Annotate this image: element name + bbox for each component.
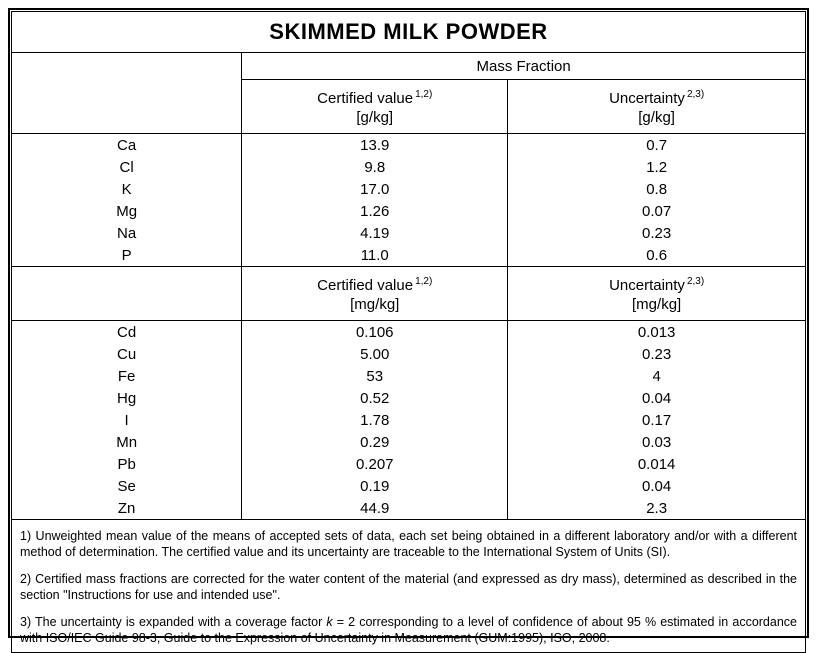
certified-values-table: SKIMMED MILK POWDER Mass Fraction Certif… (11, 11, 806, 653)
footnote-1: 1) Unweighted mean value of the means of… (20, 529, 797, 559)
certified-value: 11.0 (241, 244, 509, 267)
certified-value: 4.19 (241, 222, 509, 244)
element-symbol: Pb (11, 453, 243, 475)
certified-value: 1.26 (241, 200, 509, 222)
table-row: I 1.78 0.17 (11, 409, 806, 431)
certified-value: 0.52 (241, 387, 509, 409)
certified-value-footnote-refs: 1,2) (415, 276, 433, 287)
uncertainty-value: 0.6 (507, 244, 806, 267)
uncertainty-value: 0.8 (646, 180, 668, 198)
table-row: Ca 13.9 0.7 (11, 133, 806, 156)
table-row: K 17.0 0.8 (11, 178, 806, 200)
uncertainty-value: 0.23 (642, 224, 672, 242)
table-row: Pb 0.207 0.014 (11, 453, 806, 475)
uncertainty-value: 0.04 (642, 477, 672, 495)
element-symbol: Zn (11, 497, 243, 520)
table-row: Mg 1.26 0.07 (11, 200, 806, 222)
certified-value-footnote-refs: 1,2) (415, 89, 433, 100)
footnote-3: 3) The uncertainty is expanded with a co… (20, 614, 797, 646)
uncertainty-value: 0.03 (642, 433, 672, 451)
certified-value: 0.207 (241, 453, 509, 475)
mass-fraction-row: Mass Fraction (11, 52, 806, 134)
uncertainty-value: 0.17 (642, 411, 672, 429)
table-row: Cd 0.106 0.013 (11, 320, 806, 343)
element-symbol: Mg (11, 200, 243, 222)
coverage-factor-symbol: k (326, 615, 333, 629)
table-row: Cu 5.00 0.23 (11, 343, 806, 365)
uncertainty-unit: [mg/kg] (632, 296, 682, 313)
uncertainty-value: 0.07 (642, 202, 672, 220)
uncertainty-value: 4 (652, 367, 661, 385)
uncertainty-unit: [g/kg] (638, 109, 675, 126)
table-row: Se 0.19 0.04 (11, 475, 806, 497)
element-symbol: Cu (11, 343, 243, 365)
table-row: Zn 44.9 2.3 (11, 497, 806, 520)
certified-value: 0.29 (241, 431, 509, 453)
uncertainty-value: 0.7 (646, 136, 668, 154)
empty-header-cell (11, 266, 243, 321)
uncertainty-label: Uncertainty (609, 90, 685, 107)
uncertainty-value: 0.23 (642, 345, 672, 363)
uncertainty-value: 1.2 (646, 158, 668, 176)
element-symbol: Cl (11, 156, 243, 178)
element-symbol: I (11, 409, 243, 431)
uncertainty-gkg-header: Uncertainty 2,3) [g/kg] (507, 79, 806, 134)
element-symbol: Ca (11, 133, 243, 156)
table-row: Mn 0.29 0.03 (11, 431, 806, 453)
certified-value: 5.00 (241, 343, 509, 365)
certified-value-mgkg-header: Certified value 1,2) [mg/kg] (241, 266, 509, 321)
table-row: Na 4.19 0.23 (11, 222, 806, 244)
document-title: SKIMMED MILK POWDER (11, 11, 806, 53)
table-row: Cl 9.8 1.2 (11, 156, 806, 178)
footnote-2: 2) Certified mass fractions are correcte… (20, 572, 797, 602)
uncertainty-label: Uncertainty (609, 277, 685, 294)
uncertainty-value: 0.014 (637, 455, 676, 473)
certified-value-unit: [g/kg] (356, 109, 394, 126)
certified-value: 44.9 (241, 497, 509, 520)
certified-value: 13.9 (241, 133, 509, 156)
certified-value-label: Certified value (317, 277, 414, 294)
uncertainty-mgkg-header: Uncertainty 2,3) [mg/kg] (507, 266, 806, 321)
footnotes-section: 1) Unweighted mean value of the means of… (12, 520, 806, 653)
element-symbol: Se (11, 475, 243, 497)
certified-value: 9.8 (241, 156, 509, 178)
element-symbol: P (11, 244, 243, 267)
footnotes-row: 1) Unweighted mean value of the means of… (12, 520, 806, 653)
element-symbol: Hg (11, 387, 243, 409)
uncertainty-value: 0.04 (642, 389, 672, 407)
certified-value: 0.19 (241, 475, 509, 497)
footnote-3-text-cont: = 2 corresponding to a level of confiden… (20, 615, 797, 645)
table-row: Hg 0.52 0.04 (11, 387, 806, 409)
uncertainty-footnote-refs: 2,3) (686, 89, 705, 100)
uncertainty-footnote-refs: 2,3) (686, 276, 705, 287)
certified-value-unit: [mg/kg] (350, 296, 400, 313)
element-symbol: Fe (11, 365, 243, 387)
table-row: Fe 53 4 (11, 365, 806, 387)
title-row: SKIMMED MILK POWDER (11, 11, 806, 53)
certified-value: 1.78 (241, 409, 509, 431)
footnote-3-text: 3) The uncertainty is expanded with a co… (20, 615, 327, 629)
table-row: P 11.0 0.6 (11, 244, 806, 267)
empty-header-cell (11, 52, 243, 134)
certified-value: 53 (241, 365, 509, 387)
certified-value: 17.0 (241, 178, 509, 200)
table-frame: SKIMMED MILK POWDER Mass Fraction Certif… (8, 8, 809, 653)
element-symbol: K (11, 178, 243, 200)
mass-fraction-header: Mass Fraction (241, 52, 806, 80)
certified-value-gkg-header: Certified value 1,2) [g/kg] (241, 79, 509, 134)
uncertainty-value: 0.013 (637, 323, 676, 341)
element-symbol: Cd (11, 320, 243, 343)
element-symbol: Na (11, 222, 243, 244)
certified-value: 0.106 (241, 320, 509, 343)
element-symbol: Mn (11, 431, 243, 453)
certified-value-label: Certified value (317, 90, 414, 107)
uncertainty-value: 2.3 (507, 497, 806, 520)
subheader-row-mgkg: Certified value 1,2) [mg/kg] Uncertainty 2… (11, 266, 806, 321)
subheader-row-gkg: Certified value 1,2) [g/kg] Uncertainty 2,… (12, 79, 806, 134)
